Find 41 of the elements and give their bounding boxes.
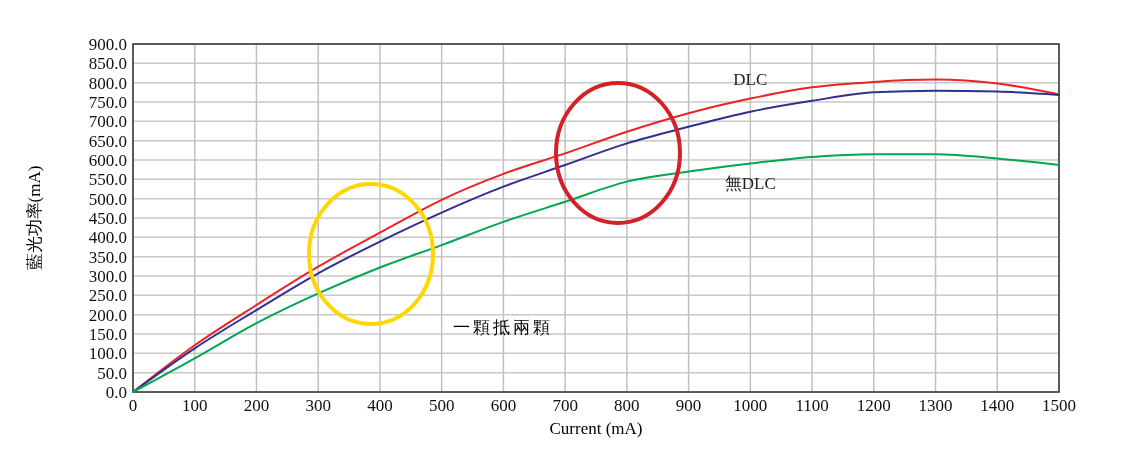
x-tick-label: 700 (552, 396, 578, 415)
y-tick-label: 700.0 (88, 112, 127, 132)
y-tick-label: 900.0 (88, 34, 127, 54)
y-tick-label: 50.0 (97, 363, 127, 383)
x-axis-title: Current (mA) (549, 419, 643, 438)
y-tick-label: 600.0 (88, 150, 127, 170)
x-tick-label: 0 (128, 396, 138, 415)
y-tick-label: 250.0 (88, 286, 127, 306)
x-tick-label: 1100 (795, 396, 829, 415)
y-tick-label: 100.0 (88, 344, 127, 364)
y-tick-label: 500.0 (88, 189, 127, 209)
x-tick-label: 1300 (918, 396, 953, 415)
series-label: 無DLC (724, 174, 776, 194)
x-tick-label: 300 (305, 396, 331, 415)
y-tick-label: 800.0 (88, 73, 127, 93)
y-tick-label: 850.0 (88, 54, 127, 74)
x-tick-label: 200 (243, 396, 270, 415)
x-tick-label: 900 (675, 396, 702, 415)
y-axis-title: 藍光功率(mA) (25, 165, 44, 271)
series-label: DLC (733, 69, 768, 89)
x-tick-label: 1000 (733, 396, 768, 415)
y-tick-label: 750.0 (88, 92, 127, 112)
x-tick-label: 800 (614, 396, 640, 415)
y-tick-label: 150.0 (88, 324, 127, 344)
y-tick-label: 400.0 (88, 228, 127, 248)
y-tick-label: 450.0 (88, 208, 127, 228)
x-tick-label: 400 (367, 396, 393, 415)
x-tick-label: 1500 (1042, 396, 1076, 415)
x-tick-label: 600 (490, 396, 517, 415)
x-tick-label: 1400 (980, 396, 1015, 415)
y-tick-label: 650.0 (88, 131, 127, 151)
x-tick-label: 500 (428, 396, 455, 415)
x-tick-label: 100 (181, 396, 208, 415)
y-tick-label: 550.0 (88, 170, 127, 190)
y-tick-label: 200.0 (88, 305, 127, 325)
annotation: 一顆抵兩顆 (453, 317, 554, 337)
y-tick-label: 350.0 (88, 247, 127, 267)
y-tick-label: 0.0 (105, 382, 127, 402)
line-series (132, 153, 1060, 393)
x-tick-label: 1200 (856, 396, 891, 415)
y-tick-label: 300.0 (88, 266, 127, 286)
